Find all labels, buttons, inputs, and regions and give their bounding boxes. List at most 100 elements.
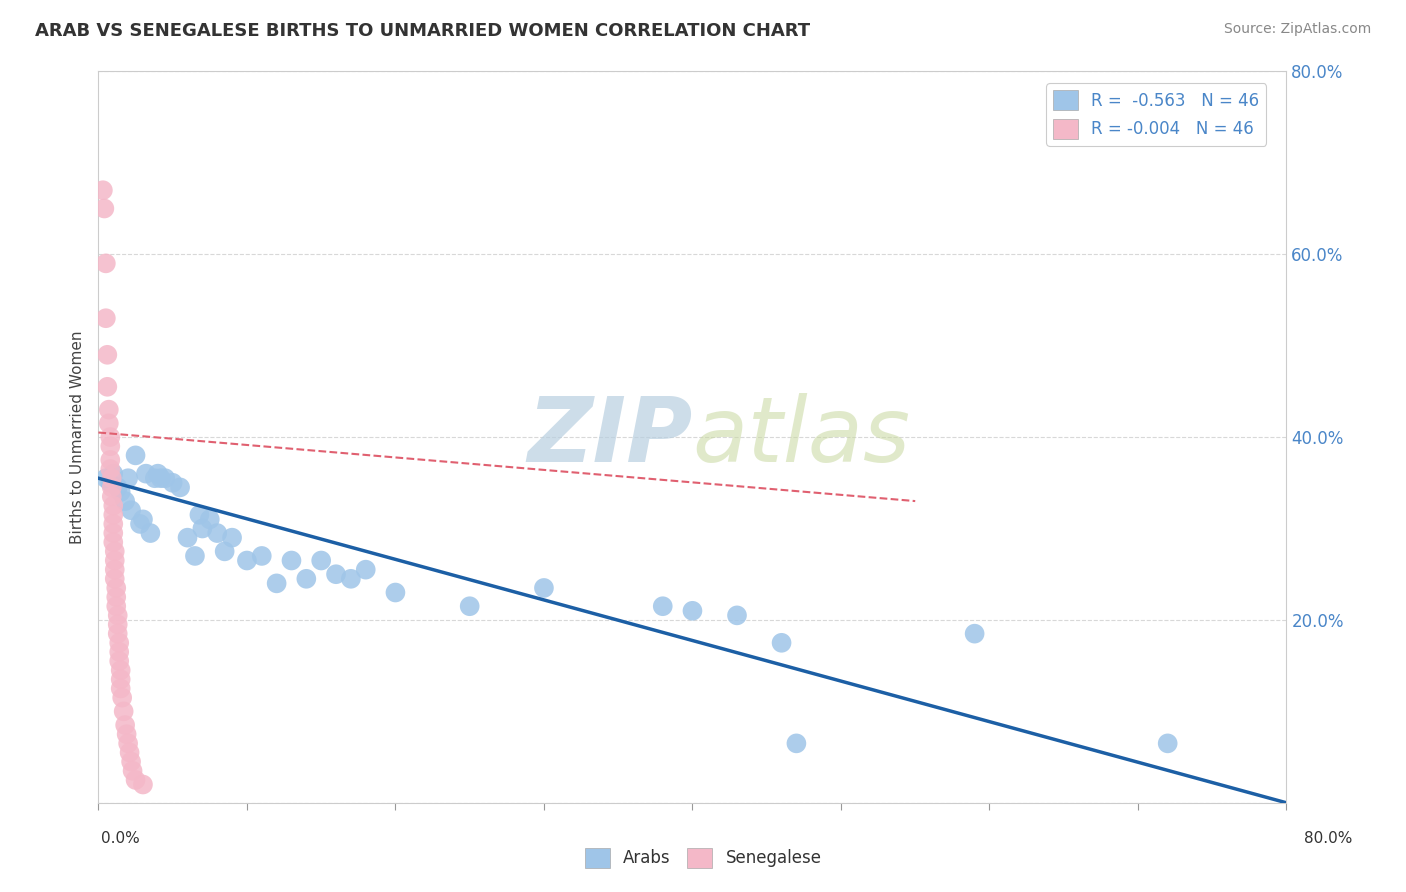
Point — [132, 778, 155, 792]
Point — [110, 663, 132, 677]
Point — [139, 526, 162, 541]
Point — [184, 549, 207, 563]
Point — [96, 380, 118, 394]
Point — [110, 681, 132, 696]
Point — [309, 553, 332, 567]
Point — [129, 516, 152, 531]
Point — [103, 499, 125, 513]
Point — [101, 480, 124, 494]
Point — [108, 654, 131, 668]
Point — [107, 480, 129, 494]
Point — [162, 475, 184, 490]
Point — [97, 417, 120, 431]
Point — [93, 202, 115, 216]
Point — [191, 521, 214, 535]
Point — [108, 636, 131, 650]
Point — [651, 599, 673, 614]
Point — [105, 581, 128, 595]
Point — [103, 535, 125, 549]
Point — [188, 508, 211, 522]
Legend: Arabs, Senegalese: Arabs, Senegalese — [578, 841, 828, 875]
Point — [354, 563, 377, 577]
Point — [143, 471, 166, 485]
Point — [785, 736, 807, 750]
Point — [103, 516, 125, 531]
Point — [280, 553, 302, 567]
Point — [110, 485, 132, 500]
Y-axis label: Births to Unmarried Women: Births to Unmarried Women — [69, 330, 84, 544]
Point — [103, 508, 125, 522]
Point — [963, 626, 986, 640]
Point — [114, 494, 136, 508]
Point — [384, 585, 406, 599]
Point — [104, 544, 127, 558]
Point — [114, 718, 136, 732]
Point — [98, 475, 121, 490]
Point — [98, 462, 121, 476]
Point — [117, 471, 139, 485]
Point — [340, 572, 363, 586]
Text: 80.0%: 80.0% — [1305, 831, 1353, 847]
Point — [120, 755, 142, 769]
Point — [107, 608, 129, 623]
Point — [101, 471, 124, 485]
Point — [117, 736, 139, 750]
Text: Source: ZipAtlas.com: Source: ZipAtlas.com — [1223, 22, 1371, 37]
Point — [94, 471, 117, 485]
Point — [110, 673, 132, 687]
Point — [105, 590, 128, 604]
Point — [135, 467, 157, 481]
Point — [104, 553, 127, 567]
Point — [97, 402, 120, 417]
Point — [1156, 736, 1178, 750]
Point — [107, 617, 129, 632]
Point — [681, 604, 703, 618]
Point — [112, 705, 135, 719]
Point — [266, 576, 288, 591]
Point — [221, 531, 243, 545]
Point — [124, 772, 146, 787]
Point — [214, 544, 236, 558]
Point — [725, 608, 748, 623]
Point — [295, 572, 318, 586]
Point — [458, 599, 481, 614]
Point — [533, 581, 555, 595]
Point — [149, 471, 172, 485]
Point — [101, 490, 124, 504]
Point — [91, 183, 114, 197]
Text: 0.0%: 0.0% — [101, 831, 141, 847]
Legend: R =  -0.563   N = 46, R = -0.004   N = 46: R = -0.563 N = 46, R = -0.004 N = 46 — [1046, 83, 1267, 145]
Point — [155, 471, 177, 485]
Point — [108, 645, 131, 659]
Point — [205, 526, 228, 541]
Point — [124, 448, 146, 462]
Point — [111, 690, 134, 705]
Point — [770, 636, 793, 650]
Point — [104, 563, 127, 577]
Point — [132, 512, 155, 526]
Point — [104, 572, 127, 586]
Point — [98, 453, 121, 467]
Point — [176, 531, 198, 545]
Point — [250, 549, 273, 563]
Point — [96, 348, 118, 362]
Point — [120, 503, 142, 517]
Point — [103, 526, 125, 541]
Point — [98, 439, 121, 453]
Point — [105, 599, 128, 614]
Point — [198, 512, 221, 526]
Point — [325, 567, 347, 582]
Text: atlas: atlas — [692, 393, 911, 481]
Point — [115, 727, 138, 741]
Point — [118, 746, 141, 760]
Text: ZIP: ZIP — [527, 393, 692, 481]
Point — [146, 467, 169, 481]
Point — [121, 764, 143, 778]
Point — [107, 626, 129, 640]
Point — [169, 480, 191, 494]
Text: ARAB VS SENEGALESE BIRTHS TO UNMARRIED WOMEN CORRELATION CHART: ARAB VS SENEGALESE BIRTHS TO UNMARRIED W… — [35, 22, 810, 40]
Point — [103, 467, 125, 481]
Point — [236, 553, 259, 567]
Point — [94, 256, 117, 270]
Point — [94, 311, 117, 326]
